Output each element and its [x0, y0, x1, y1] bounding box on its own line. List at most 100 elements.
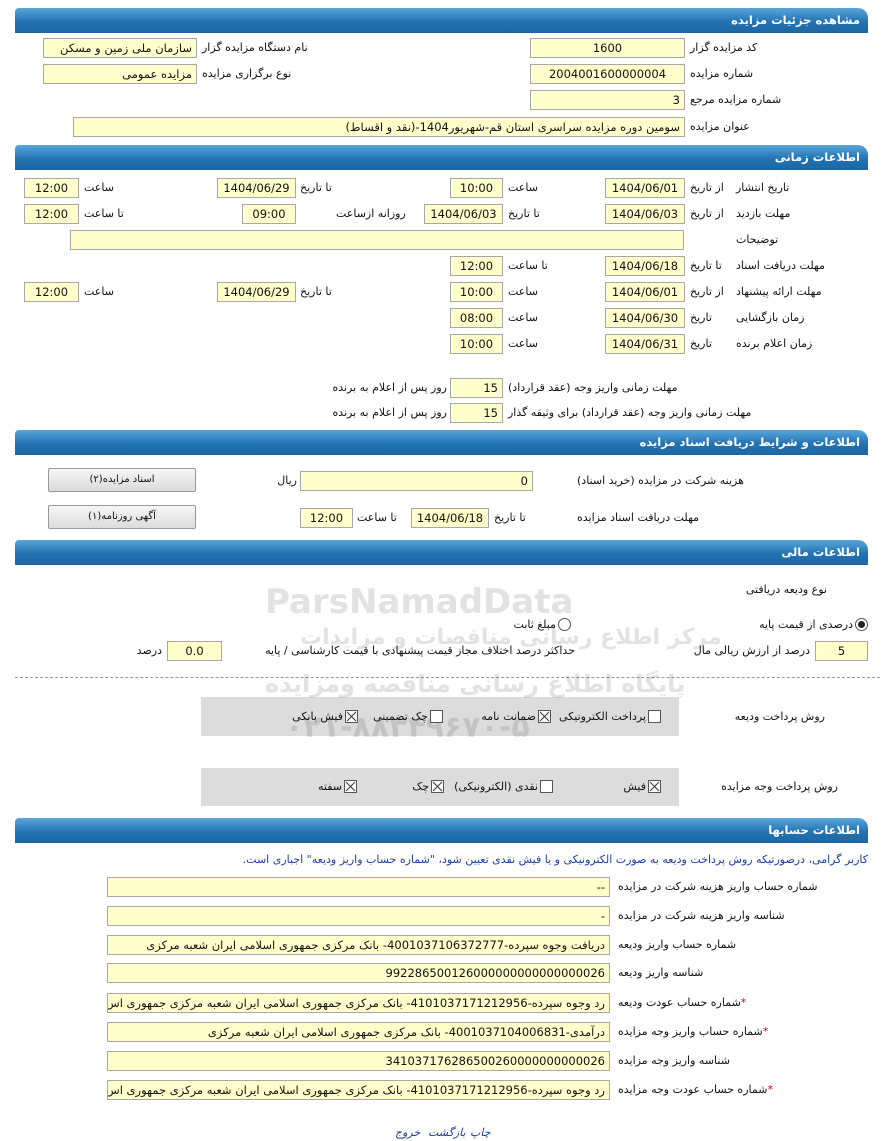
- field-value: 2004001600000004: [530, 64, 685, 84]
- field-label: نام دستگاه مزایده گزار: [202, 41, 308, 54]
- button[interactable]: اسناد مزایده(۲): [48, 468, 196, 492]
- field-value: 1404/06/01: [605, 178, 685, 198]
- footer-link[interactable]: خروج: [395, 1126, 421, 1139]
- field-label: شماره حساب واریز وجه مزایده: [618, 1025, 763, 1038]
- field-label: فیش: [623, 780, 646, 793]
- field-label: شماره مزایده مرجع: [690, 93, 782, 106]
- field-label: تا تاریخ: [300, 285, 332, 298]
- field-label: هزینه شرکت در مزایده (خرید اسناد): [577, 474, 744, 487]
- checkbox: [431, 780, 444, 793]
- field-value: [70, 230, 684, 250]
- account-label: * شماره حساب عودت ودیعه: [618, 995, 746, 1011]
- field-label: شماره حساب عودت وجه مزایده: [618, 1083, 768, 1096]
- footer-link[interactable]: بازگشت: [428, 1126, 466, 1139]
- field-value: 1404/06/18: [605, 256, 685, 276]
- field-value: 1404/06/29: [217, 178, 296, 198]
- field-value: 08:00: [450, 308, 503, 328]
- field-label: مهلت دریافت اسناد مزایده: [577, 511, 700, 524]
- field-value: 1404/06/31: [605, 334, 685, 354]
- field-value: 0.0: [167, 641, 222, 661]
- field-label: نقدی (الکترونیکی): [454, 780, 538, 793]
- radio: [855, 618, 868, 631]
- field-label: پرداخت الکترونیکی: [559, 710, 646, 723]
- required-mark: *: [762, 1025, 769, 1038]
- section-header: اطلاعات زمانی: [15, 145, 868, 170]
- field-value: 12:00: [450, 256, 503, 276]
- divider: [15, 677, 880, 678]
- field-label: روزانه ازساعت: [336, 207, 406, 220]
- field-label: روش پرداخت وجه مزایده: [721, 780, 838, 793]
- field-value: رد وجوه سپرده-4101037171212956- بانک مرک…: [107, 1080, 610, 1100]
- field-label: شماره حساب واریز ودیعه: [618, 938, 737, 951]
- field-value: 992286500126000000000000000026: [107, 963, 610, 983]
- checkbox: [538, 710, 551, 723]
- field-label: شناسه واریز هزینه شرکت در مزایده: [618, 909, 785, 922]
- field-value: 15: [450, 403, 503, 423]
- field-label: تاریخ انتشار: [736, 181, 790, 194]
- field-label: شماره حساب عودت ودیعه: [618, 996, 741, 1009]
- account-label: شناسه واریز ودیعه: [618, 965, 703, 981]
- field-label: ساعت: [508, 311, 538, 324]
- checkbox: [540, 780, 553, 793]
- account-label: شماره حساب واریز هزینه شرکت در مزایده: [618, 879, 817, 895]
- field-label: چک: [412, 780, 429, 793]
- field-label: ساعت: [508, 337, 538, 350]
- checkbox: [648, 780, 661, 793]
- section-header: اطلاعات و شرایط دریافت اسناد مزایده: [15, 430, 868, 455]
- field-label: شناسه واریز ودیعه: [618, 966, 704, 979]
- field-label: ساعت: [84, 181, 114, 194]
- field-label: فیش بانکی: [292, 710, 343, 723]
- field-label: مهلت دریافت اسناد: [736, 259, 825, 272]
- section-header: اطلاعات حسابها: [15, 818, 868, 843]
- field-value: 09:00: [242, 204, 296, 224]
- field-label: روز پس از اعلام به برنده: [332, 381, 447, 394]
- required-mark: *: [740, 996, 747, 1009]
- watermark: مرکز اطلاع رسانی مناقصات و مزایدات: [300, 625, 722, 650]
- field-label: شناسه واریز وجه مزایده: [618, 1054, 730, 1067]
- field-label: تا تاریخ: [508, 207, 540, 220]
- field-label: سفته: [318, 780, 342, 793]
- field-label: شماره مزایده: [690, 67, 754, 80]
- field-label: توضیحات: [736, 233, 779, 246]
- field-label: درصد: [136, 644, 162, 657]
- field-label: تا تاریخ: [690, 259, 722, 272]
- footer-link[interactable]: چاپ: [470, 1126, 491, 1139]
- field-label: تاریخ: [690, 337, 712, 350]
- field-label: تا تاریخ: [300, 181, 332, 194]
- field-label: مهلت زمانی واریز وجه (عقد قرارداد): [508, 381, 678, 394]
- field-label: درصدی از قیمت پایه: [759, 618, 853, 631]
- field-value: 1404/06/01: [605, 282, 685, 302]
- field-label: زمان بازگشایی: [736, 311, 805, 324]
- field-label: ریال: [277, 474, 297, 487]
- field-value: 1404/06/18: [411, 508, 489, 528]
- field-value: 1404/06/30: [605, 308, 685, 328]
- field-label: نوع برگزاری مزایده: [202, 67, 292, 80]
- button[interactable]: آگهی روزنامه(۱): [48, 505, 196, 529]
- field-label: ساعت: [508, 285, 538, 298]
- field-label: ساعت: [84, 285, 114, 298]
- field-value: 1404/06/03: [424, 204, 503, 224]
- field-value: دریافت وجوه سپرده-4001037106372777- بانک…: [107, 935, 610, 955]
- watermark: ParsNamadData: [265, 582, 574, 622]
- field-value: 341037176286500260000000000026: [107, 1051, 610, 1071]
- account-label: شماره حساب واریز ودیعه: [618, 937, 736, 953]
- field-value: درآمدی-4001037104006831- بانک مرکزی جمهو…: [107, 1022, 610, 1042]
- field-value: 10:00: [450, 282, 503, 302]
- checkbox: [648, 710, 661, 723]
- field-value: --: [107, 877, 610, 897]
- account-label: شناسه واریز هزینه شرکت در مزایده: [618, 908, 785, 924]
- field-value: 1600: [530, 38, 685, 58]
- account-label: * شماره حساب واریز وجه مزایده: [618, 1024, 768, 1040]
- section-header: اطلاعات مالی: [15, 540, 868, 565]
- account-label: شناسه واریز وجه مزایده: [618, 1053, 730, 1069]
- field-label: حداکثر درصد اختلاف مجاز قیمت پیشنهادی با…: [265, 644, 575, 657]
- field-value: 12:00: [24, 178, 79, 198]
- field-value: 1404/06/03: [605, 204, 685, 224]
- field-label: مهلت ارائه پیشنهاد: [736, 285, 822, 298]
- radio: [558, 618, 571, 631]
- account-label: * شماره حساب عودت وجه مزایده: [618, 1082, 773, 1098]
- checkbox: [430, 710, 443, 723]
